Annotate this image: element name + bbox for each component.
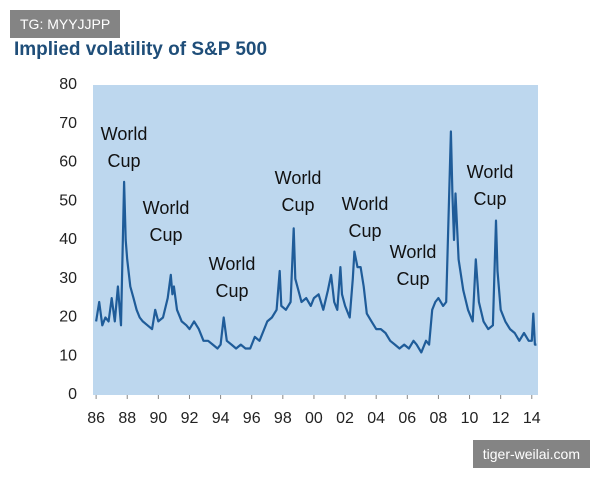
line-series bbox=[95, 130, 537, 354]
x-tick-label: 10 bbox=[461, 410, 479, 427]
y-tick-label: 60 bbox=[59, 154, 77, 171]
x-tick-label: 92 bbox=[181, 410, 199, 427]
x-tick-label: 04 bbox=[367, 410, 385, 427]
y-tick-label: 80 bbox=[59, 76, 77, 93]
x-tick-label: 02 bbox=[336, 410, 354, 427]
y-tick-label: 10 bbox=[59, 347, 77, 364]
x-tick-label: 06 bbox=[398, 410, 416, 427]
annotation: World Cup bbox=[208, 254, 256, 301]
x-tick-label: 00 bbox=[305, 410, 323, 427]
y-tick-label: 30 bbox=[59, 270, 77, 287]
chart-title: Implied volatility of S&P 500 bbox=[14, 39, 267, 60]
x-tick-label: 90 bbox=[149, 410, 167, 427]
y-tick-label: 0 bbox=[68, 386, 77, 403]
watermark: tiger-weilai.com bbox=[472, 440, 590, 468]
x-tick-label: 96 bbox=[243, 410, 261, 427]
x-tick-label: 98 bbox=[274, 410, 292, 427]
y-tick-label: 70 bbox=[59, 115, 77, 132]
annotation: World Cup bbox=[341, 194, 389, 241]
y-tick-label: 40 bbox=[59, 231, 77, 248]
x-tick-label: 94 bbox=[212, 410, 230, 427]
y-tick-label: 50 bbox=[59, 192, 77, 209]
x-tick-label: 12 bbox=[492, 410, 510, 427]
x-tick-label: 86 bbox=[87, 410, 105, 427]
x-tick-label: 14 bbox=[523, 410, 541, 427]
annotation: World Cup bbox=[466, 162, 514, 209]
annotation: World Cup bbox=[389, 242, 437, 289]
y-tick-label: 20 bbox=[59, 309, 77, 326]
annotation: World Cup bbox=[274, 168, 322, 215]
x-tick-label: 88 bbox=[118, 410, 136, 427]
plot-area bbox=[93, 85, 538, 395]
annotation: World Cup bbox=[100, 124, 148, 171]
annotation: World Cup bbox=[142, 198, 190, 245]
x-tick-label: 08 bbox=[430, 410, 448, 427]
watermark: TG: MYYJJPP bbox=[10, 10, 121, 38]
